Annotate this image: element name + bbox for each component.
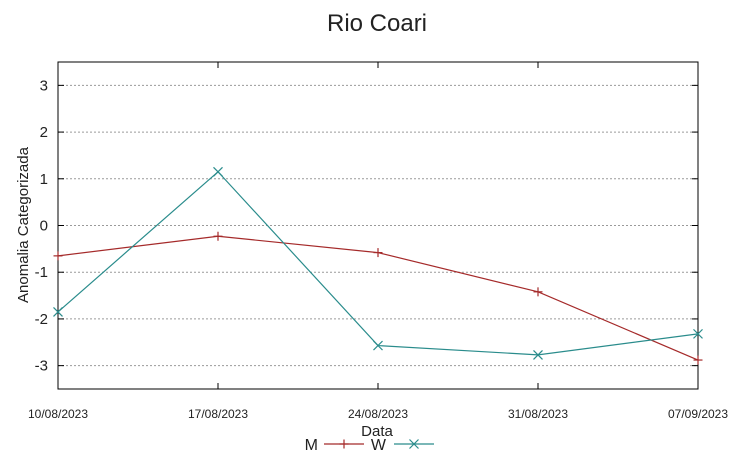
series-line-W bbox=[57, 170, 699, 356]
data-point bbox=[373, 340, 383, 351]
x-tick-label: 31/08/2023 bbox=[508, 407, 568, 421]
y-tick-label: 3 bbox=[40, 77, 48, 94]
y-tick-label: 2 bbox=[40, 124, 48, 141]
data-point bbox=[693, 355, 703, 365]
x-tick-label: 17/08/2023 bbox=[188, 407, 248, 421]
y-tick-label: -1 bbox=[35, 264, 48, 281]
y-ticks: -3 -2 -1 0 1 2 3 bbox=[35, 77, 698, 375]
y-tick-label: 1 bbox=[40, 171, 48, 188]
data-point bbox=[53, 306, 63, 317]
y-tick-label: -3 bbox=[35, 358, 48, 375]
legend-label: M bbox=[305, 437, 318, 454]
plot-frame bbox=[57, 61, 699, 390]
grid bbox=[58, 84, 698, 367]
y-tick-label: -2 bbox=[35, 311, 48, 328]
x-tick-label: 24/08/2023 bbox=[348, 407, 408, 421]
x-tick-label: 10/08/2023 bbox=[28, 407, 88, 421]
data-point bbox=[53, 251, 63, 261]
x-axis-label: Data bbox=[361, 423, 393, 440]
data-point bbox=[213, 231, 223, 241]
legend-label: W bbox=[371, 437, 387, 454]
x-tick-label: 07/09/2023 bbox=[668, 407, 728, 421]
data-point bbox=[339, 439, 349, 449]
data-point bbox=[533, 287, 543, 297]
data-point bbox=[373, 248, 383, 258]
x-ticks: 10/08/2023 17/08/2023 24/08/2023 31/08/2023… bbox=[28, 62, 728, 421]
y-axis-label: Anomalia Categorizada bbox=[15, 146, 32, 303]
data-point bbox=[533, 349, 543, 360]
data-point bbox=[213, 166, 223, 177]
data-point bbox=[693, 328, 703, 339]
y-tick-label: 0 bbox=[40, 218, 48, 235]
data-point bbox=[409, 439, 419, 449]
chart-title: Rio Coari bbox=[327, 10, 427, 37]
series-group bbox=[53, 166, 703, 365]
